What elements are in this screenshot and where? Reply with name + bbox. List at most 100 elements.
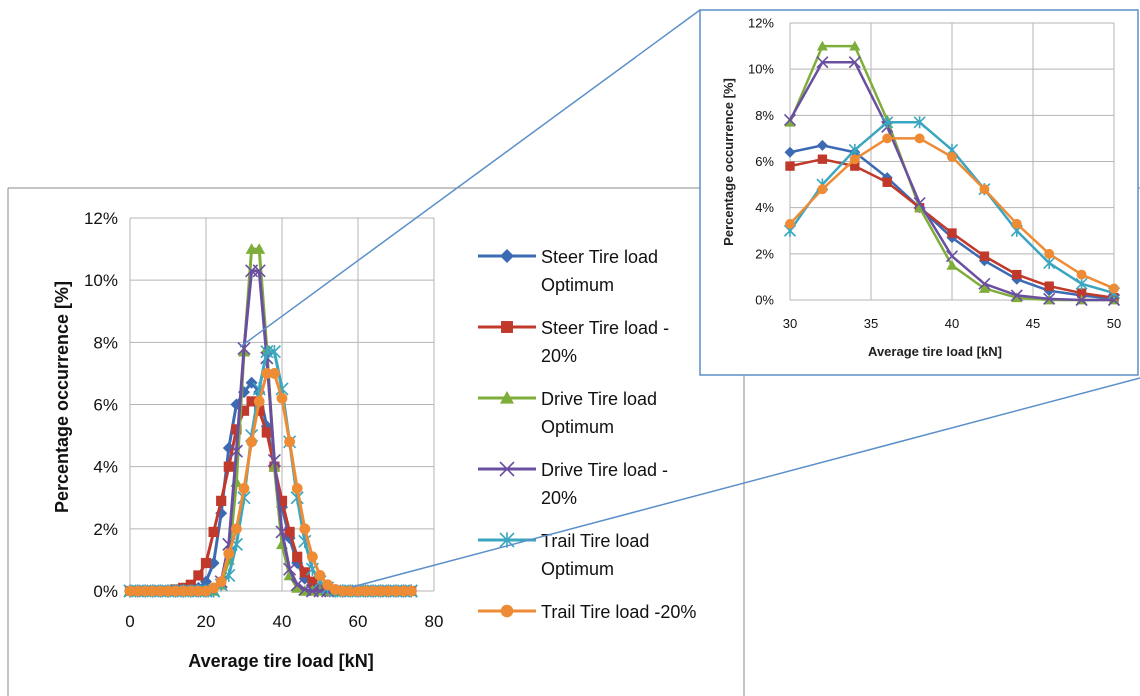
data-point [947, 151, 957, 162]
data-point [245, 243, 258, 254]
y-tick-label: 8% [755, 108, 774, 123]
data-point [398, 585, 409, 597]
data-point [1011, 218, 1022, 229]
data-point [914, 133, 925, 144]
data-point [784, 116, 796, 127]
data-point [132, 585, 144, 597]
data-point [945, 250, 959, 263]
legend-label: 20% [541, 488, 577, 508]
data-point [124, 585, 136, 597]
x-tick-label: 20 [197, 612, 216, 631]
data-point [170, 585, 182, 597]
x-tick-label: 30 [783, 316, 797, 331]
x-tick-label: 35 [864, 316, 878, 331]
data-point [223, 461, 234, 472]
data-point [193, 570, 204, 581]
data-point [785, 218, 795, 229]
data-point [816, 139, 828, 151]
data-point [276, 392, 288, 404]
data-point [253, 243, 266, 254]
data-point [785, 161, 795, 171]
data-point [1044, 281, 1054, 291]
x-tick-label: 40 [273, 612, 292, 631]
y-tick-label: 6% [755, 154, 774, 169]
data-point [375, 585, 387, 597]
legend-label: Optimum [541, 417, 614, 437]
inset-chart-grid [789, 22, 1115, 301]
data-point [848, 56, 861, 69]
data-point [978, 282, 990, 293]
data-point [816, 40, 828, 51]
data-point [405, 585, 417, 597]
data-point [1043, 257, 1056, 270]
data-point [155, 585, 166, 597]
data-point [229, 444, 243, 458]
legend-marker [500, 249, 514, 263]
data-point [253, 395, 265, 407]
data-point [238, 405, 250, 416]
x-tick-label: 0 [125, 612, 134, 631]
data-point [337, 585, 349, 597]
legend-label: 20% [541, 346, 577, 366]
data-point [246, 436, 257, 448]
data-point [299, 523, 311, 535]
data-point [261, 368, 273, 379]
legend-entry: Trail Tire load -20% [478, 602, 696, 622]
data-point [237, 341, 251, 356]
data-point [913, 196, 926, 210]
data-point [246, 396, 257, 407]
main-chart-x-ticks: 0 20 40 60 80 [125, 612, 443, 631]
data-point [275, 525, 289, 539]
main-x-axis-title: Average tire load [kN] [188, 651, 373, 671]
data-point [307, 551, 318, 563]
inset-chart-x-ticks: 30 35 40 45 50 [783, 316, 1121, 331]
data-point [238, 483, 250, 494]
data-point [1043, 292, 1056, 305]
legend-entry: Drive Tire load - 20% [478, 460, 668, 508]
zoom-callout-lines [239, 9, 1140, 588]
x-tick-label: 45 [1026, 316, 1040, 331]
legend: Steer Tire load Optimum Steer Tire load - 2… [478, 247, 696, 622]
legend-marker [501, 321, 513, 333]
series-steer-20 [785, 154, 1119, 303]
data-point [299, 567, 310, 578]
series-trail-20 [785, 133, 1119, 294]
data-point [1076, 288, 1087, 298]
data-point [185, 585, 197, 597]
data-point [946, 259, 958, 270]
data-point [817, 154, 828, 164]
legend-label: Trail Tire load -20% [541, 602, 696, 622]
data-point [360, 585, 371, 597]
legend-entry: Steer Tire load - 20% [478, 318, 669, 366]
data-point [254, 405, 265, 416]
data-point [200, 557, 212, 569]
data-point [817, 184, 828, 195]
data-point [1010, 289, 1023, 302]
data-point [231, 424, 242, 435]
data-point [1075, 277, 1088, 290]
data-point [215, 576, 227, 588]
main-chart-y-ticks: 0% 2% 4% 6% 8% 10% 12% [84, 209, 118, 601]
data-point [1012, 269, 1022, 280]
inset-chart: 0% 2% 4% 6% 8% 10% 12% 30 35 40 45 50 Average tire… [699, 9, 1139, 376]
legend-marker [499, 461, 515, 477]
series-trail-20 [124, 368, 417, 597]
data-point [269, 368, 280, 379]
data-point [290, 578, 304, 592]
data-point [276, 495, 288, 506]
data-point [345, 585, 356, 597]
data-point [231, 523, 242, 535]
legend-entry: Trail Tire load Optimum [478, 531, 649, 579]
data-point [267, 453, 281, 468]
data-point [1076, 269, 1087, 280]
data-point [283, 562, 297, 576]
data-point [881, 116, 894, 129]
data-point [947, 228, 957, 238]
data-point [848, 143, 861, 157]
x-tick-label: 80 [425, 612, 444, 631]
data-point [223, 548, 235, 560]
inset-chart-y-ticks: 0% 2% 4% 6% 8% 10% 12% [748, 16, 774, 308]
x-tick-label: 40 [945, 316, 959, 331]
data-point [307, 576, 318, 587]
